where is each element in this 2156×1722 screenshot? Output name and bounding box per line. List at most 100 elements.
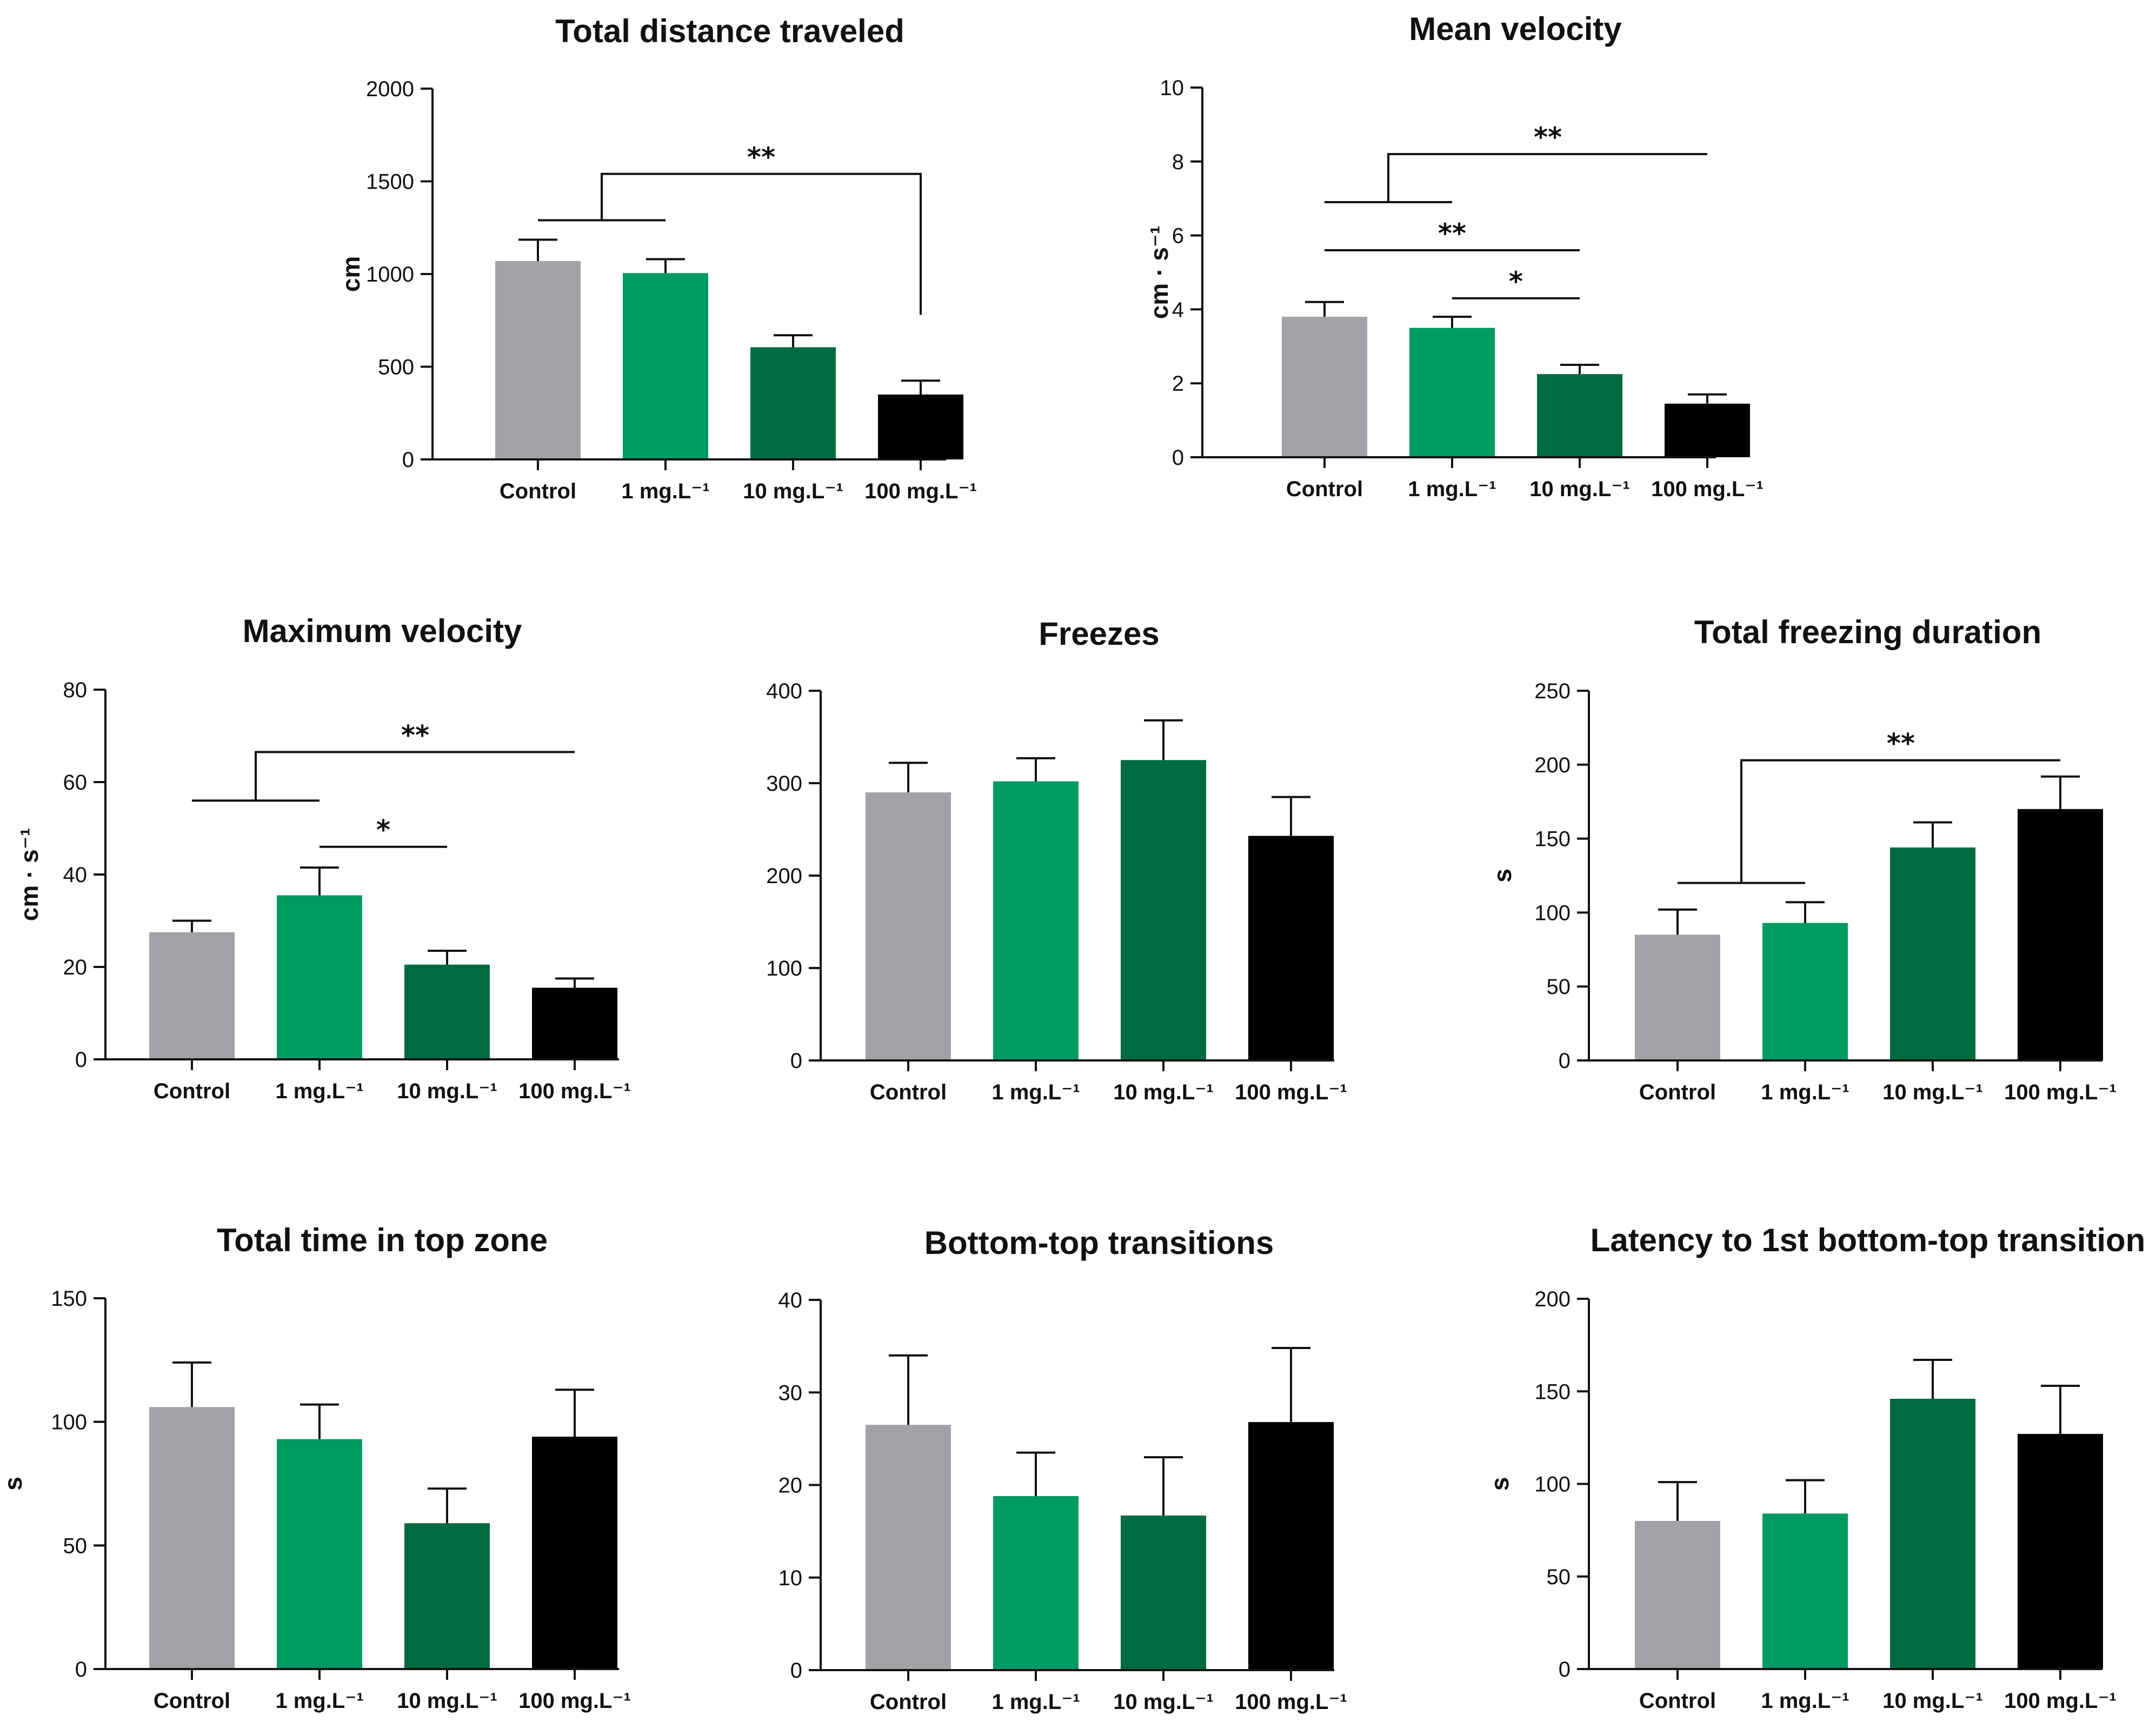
bar-3 <box>1121 760 1206 1060</box>
x-tick-label: Control <box>870 1690 947 1714</box>
bar-1 <box>866 1425 951 1670</box>
bar-2 <box>277 1439 362 1669</box>
x-tick-label: 10 mg.L⁻¹ <box>1113 1080 1214 1104</box>
y-tick-label: 50 <box>1547 975 1571 999</box>
x-tick-label: 10 mg.L⁻¹ <box>743 479 843 503</box>
x-tick-label: 10 mg.L⁻¹ <box>397 1079 497 1103</box>
y-tick-label: 1500 <box>366 170 414 194</box>
y-tick-label: 2000 <box>366 77 414 101</box>
y-tick-label: 100 <box>1534 1473 1571 1497</box>
y-axis-label: s <box>0 1477 27 1491</box>
y-tick-label: 6 <box>1172 224 1184 248</box>
figure-panels: Total distance traveledcm050010001500200… <box>0 0 2156 1722</box>
bar-1 <box>1282 317 1367 457</box>
error-bar-2 <box>300 1405 339 1439</box>
chart-title: Latency to 1st bottom-top transition <box>1591 1222 2146 1258</box>
x-tick-label: 10 mg.L⁻¹ <box>1529 477 1630 501</box>
x-tick-label: 100 mg.L⁻¹ <box>2004 1080 2117 1104</box>
bar-2 <box>623 273 708 459</box>
y-tick-label: 2 <box>1172 372 1184 396</box>
y-axis-label: s <box>1486 1477 1514 1491</box>
error-bar-2 <box>1786 902 1825 923</box>
chart-panel-5: Total freezing duration s 0 50 100 150 200 250 C… <box>1488 614 2117 1104</box>
error-bar-4 <box>555 978 594 987</box>
significance-bracket-1 <box>538 174 921 315</box>
error-bar-1 <box>1305 302 1344 317</box>
y-tick-label: 20 <box>778 1474 803 1498</box>
bar-4 <box>1248 836 1334 1060</box>
bar-1 <box>1635 935 1720 1060</box>
y-axis-label: cm · s⁻¹ <box>1145 226 1173 319</box>
x-tick-label: 100 mg.L⁻¹ <box>2004 1689 2117 1713</box>
y-tick-label: 30 <box>778 1381 803 1405</box>
y-tick-label: 100 <box>766 957 802 980</box>
chart-title: Bottom-top transitions <box>924 1225 1274 1261</box>
x-tick-label: 10 mg.L⁻¹ <box>1882 1689 1983 1713</box>
x-tick-label: 1 mg.L⁻¹ <box>275 1079 363 1103</box>
y-tick-label: 50 <box>63 1534 88 1558</box>
x-tick-label: Control <box>154 1689 230 1713</box>
significance-label: ** <box>401 719 429 751</box>
bar-3 <box>1890 1399 1975 1669</box>
y-tick-label: 150 <box>1534 1380 1571 1404</box>
bar-2 <box>1762 1513 1848 1669</box>
error-bar-1 <box>889 763 928 792</box>
bar-2 <box>993 1496 1079 1670</box>
chart-panel-1: Total distance traveled cm 0 500 1000 1500 200… <box>337 13 977 503</box>
y-tick-label: 300 <box>766 772 802 796</box>
error-bar-4 <box>901 381 940 395</box>
error-bar-4 <box>555 1390 594 1437</box>
x-tick-label: 100 mg.L⁻¹ <box>1651 477 1764 501</box>
chart-title: Freezes <box>1039 616 1159 652</box>
error-bar-4 <box>2041 1386 2080 1434</box>
y-tick-label: 60 <box>63 771 88 795</box>
y-tick-label: 150 <box>1534 827 1571 851</box>
x-tick-label: Control <box>870 1080 947 1104</box>
x-tick-label: Control <box>1639 1689 1716 1713</box>
x-tick-label: 10 mg.L⁻¹ <box>1882 1080 1983 1104</box>
chart-panel-2: Mean velocity cm · s⁻¹ 0 2 4 6 8 10 Control 1 mg.… <box>1145 11 1764 501</box>
bar-3 <box>1890 847 1975 1060</box>
x-tick-label: 100 mg.L⁻¹ <box>518 1689 631 1713</box>
error-bar-4 <box>1272 797 1310 836</box>
y-tick-label: 200 <box>766 864 802 888</box>
y-axis-label: cm <box>337 256 365 292</box>
bar-3 <box>1537 374 1622 457</box>
error-bar-1 <box>172 1363 211 1407</box>
significance-label: ** <box>1534 122 1562 153</box>
bar-4 <box>1248 1422 1334 1670</box>
error-bar-3 <box>1144 1457 1183 1516</box>
error-bar-2 <box>1433 317 1472 328</box>
y-tick-label: 0 <box>1559 1049 1571 1073</box>
y-tick-label: 1000 <box>366 263 414 286</box>
error-bar-2 <box>1016 1453 1055 1496</box>
chart-title: Total time in top zone <box>217 1222 548 1258</box>
significance-label: * <box>376 815 390 846</box>
y-tick-label: 50 <box>1547 1565 1571 1589</box>
bar-2 <box>277 895 362 1059</box>
y-tick-label: 40 <box>778 1289 803 1312</box>
y-tick-label: 0 <box>75 1048 87 1072</box>
x-tick-label: 1 mg.L⁻¹ <box>1761 1080 1849 1104</box>
chart-panel-4: Freezes 0 100 200 300 400 Control 1 mg.L⁻¹ 10 mg… <box>766 616 1347 1104</box>
y-tick-label: 0 <box>75 1658 87 1681</box>
bar-1 <box>495 261 581 459</box>
x-tick-label: 1 mg.L⁻¹ <box>992 1690 1080 1714</box>
error-bar-3 <box>774 335 813 347</box>
error-bar-4 <box>1272 1348 1310 1422</box>
bar-4 <box>878 395 963 459</box>
significance-label: ** <box>1438 218 1466 249</box>
chart-panel-8: Latency to 1st bottom-top transition s 0 50… <box>1486 1222 2145 1713</box>
significance-label: ** <box>1887 728 1915 759</box>
chart-panel-3: Maximum velocity cm · s⁻¹ 0 20 40 60 80 Control… <box>15 613 631 1103</box>
y-tick-label: 0 <box>1172 446 1184 470</box>
bar-3 <box>404 1523 490 1669</box>
bar-4 <box>1665 404 1750 457</box>
significance-label: ** <box>747 142 775 173</box>
y-tick-label: 150 <box>51 1287 87 1311</box>
bar-4 <box>2018 809 2103 1060</box>
y-tick-label: 8 <box>1172 150 1184 174</box>
y-tick-label: 0 <box>402 448 414 472</box>
y-tick-label: 40 <box>63 863 88 887</box>
error-bar-3 <box>1560 365 1599 374</box>
